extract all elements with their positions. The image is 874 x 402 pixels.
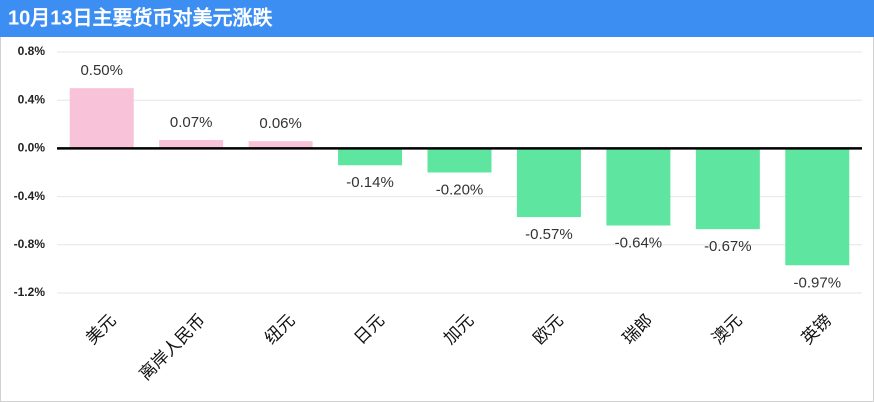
data-label: -0.14% [346,174,394,191]
bar [338,148,403,166]
data-label: -0.97% [794,274,842,291]
data-label: -0.57% [525,226,573,243]
bar [785,148,850,266]
data-label: 0.06% [259,115,302,132]
bar [427,148,492,173]
y-tick-label: 0.8% [18,44,46,58]
bar [516,148,581,218]
y-tick-label: -0.8% [14,237,46,251]
y-tick-label: 0.0% [18,141,46,155]
bar [248,141,313,149]
y-tick-label: 0.4% [18,92,46,106]
data-label: -0.64% [615,234,663,251]
data-label: -0.20% [436,181,484,198]
data-label: -0.67% [704,238,752,255]
bar [159,139,224,149]
title-bar [0,0,874,37]
data-label: 0.07% [170,114,213,131]
bar [69,88,134,149]
bar [606,148,671,226]
data-label: 0.50% [80,62,123,79]
bar [695,148,760,230]
chart-title: 10月13日主要货币对美元涨跌 [8,5,273,29]
y-tick-label: -1.2% [14,285,46,299]
y-tick-label: -0.4% [14,189,46,203]
